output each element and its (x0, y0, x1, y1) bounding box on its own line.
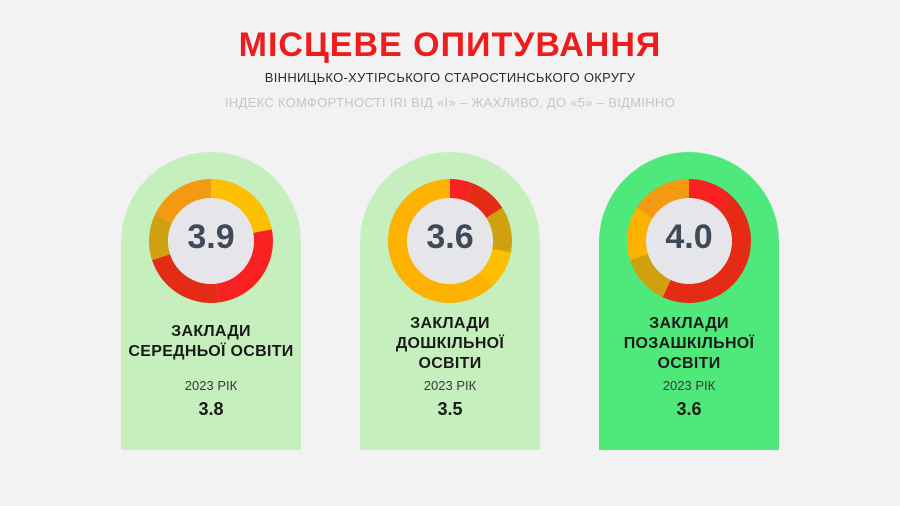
donut-segment-5 (154, 179, 211, 223)
year-label: 2023 РІК (184, 378, 238, 393)
category-label-line: ОСВІТИ (418, 355, 482, 372)
previous-score: 3.8 (198, 399, 224, 419)
donut-segment-1 (450, 179, 473, 202)
category-label-line: ДОШКІЛЬНОЇ (395, 335, 505, 352)
page-subtitle: ВІННИЦЬКО-ХУТІРСЬКОГО СТАРОСТИНСЬКОГО ОК… (264, 70, 636, 85)
category-label-line: СЕРЕДНЬОЇ ОСВІТИ (128, 343, 294, 360)
donut-segment-2 (216, 229, 273, 303)
donut-segment-3 (152, 254, 219, 303)
donut-segment-4 (149, 214, 173, 261)
donut-segment-5 (387, 179, 493, 303)
card-secondary-schools: 3.9 ЗАКЛАДИ СЕРЕДНЬОЇ ОСВІТИ 2023 РІК 3.… (121, 152, 301, 450)
donut-center (646, 198, 732, 284)
previous-score: 3.5 (437, 399, 463, 419)
category-label-line: ЗАКЛАДИ (171, 323, 251, 340)
category-label: ЗАКЛАДИ СЕРЕДНЬОЇ ОСВІТИ (121, 322, 301, 362)
year-label: 2023 РІК (662, 378, 716, 393)
donut-segment-2 (662, 195, 751, 303)
donut-chart-preschool (387, 179, 512, 303)
donut-chart-extracurricular (627, 179, 751, 303)
donut-segment-1 (689, 179, 732, 210)
donut-segment-2 (465, 183, 503, 218)
year-label: 2023 РІК (423, 378, 477, 393)
category-label: ЗАКЛАДИ ПОЗАШКІЛЬНОЇ ОСВІТИ (599, 314, 779, 374)
donut-segment-3 (486, 207, 512, 253)
score-value: 4.0 (665, 218, 713, 256)
category-label-line: ОСВІТИ (657, 355, 721, 372)
donut-chart-secondary (149, 179, 273, 303)
donut-center (168, 198, 254, 284)
donut-segment-1 (211, 179, 272, 233)
card-preschools: 3.6 ЗАКЛАДИ ДОШКІЛЬНОЇ ОСВІТИ 2023 РІК 3… (360, 152, 540, 450)
donut-segment-5 (636, 179, 689, 218)
donut-segment-4 (479, 249, 511, 287)
score-value: 3.6 (426, 218, 474, 256)
category-label: ЗАКЛАДИ ДОШКІЛЬНОЇ ОСВІТИ (360, 314, 540, 374)
donut-segment-3 (630, 254, 671, 298)
category-label-line: ЗАКЛАДИ (649, 315, 729, 332)
category-label-line: ПОЗАШКІЛЬНОЇ (623, 335, 755, 352)
score-value: 3.9 (187, 218, 235, 256)
card-extracurricular: 4.0 ЗАКЛАДИ ПОЗАШКІЛЬНОЇ ОСВІТИ 2023 РІК… (599, 152, 779, 450)
scale-description: ІНДЕКС КОМФОРТНОСТІ IRI ВІД «І» – ЖАХЛИВ… (224, 95, 676, 110)
donut-segment-4 (627, 207, 653, 261)
category-label-line: ЗАКЛАДИ (410, 315, 490, 332)
donut-center (407, 198, 493, 284)
page-title: МІСЦЕВЕ ОПИТУВАННЯ (238, 26, 662, 64)
previous-score: 3.6 (676, 399, 702, 419)
